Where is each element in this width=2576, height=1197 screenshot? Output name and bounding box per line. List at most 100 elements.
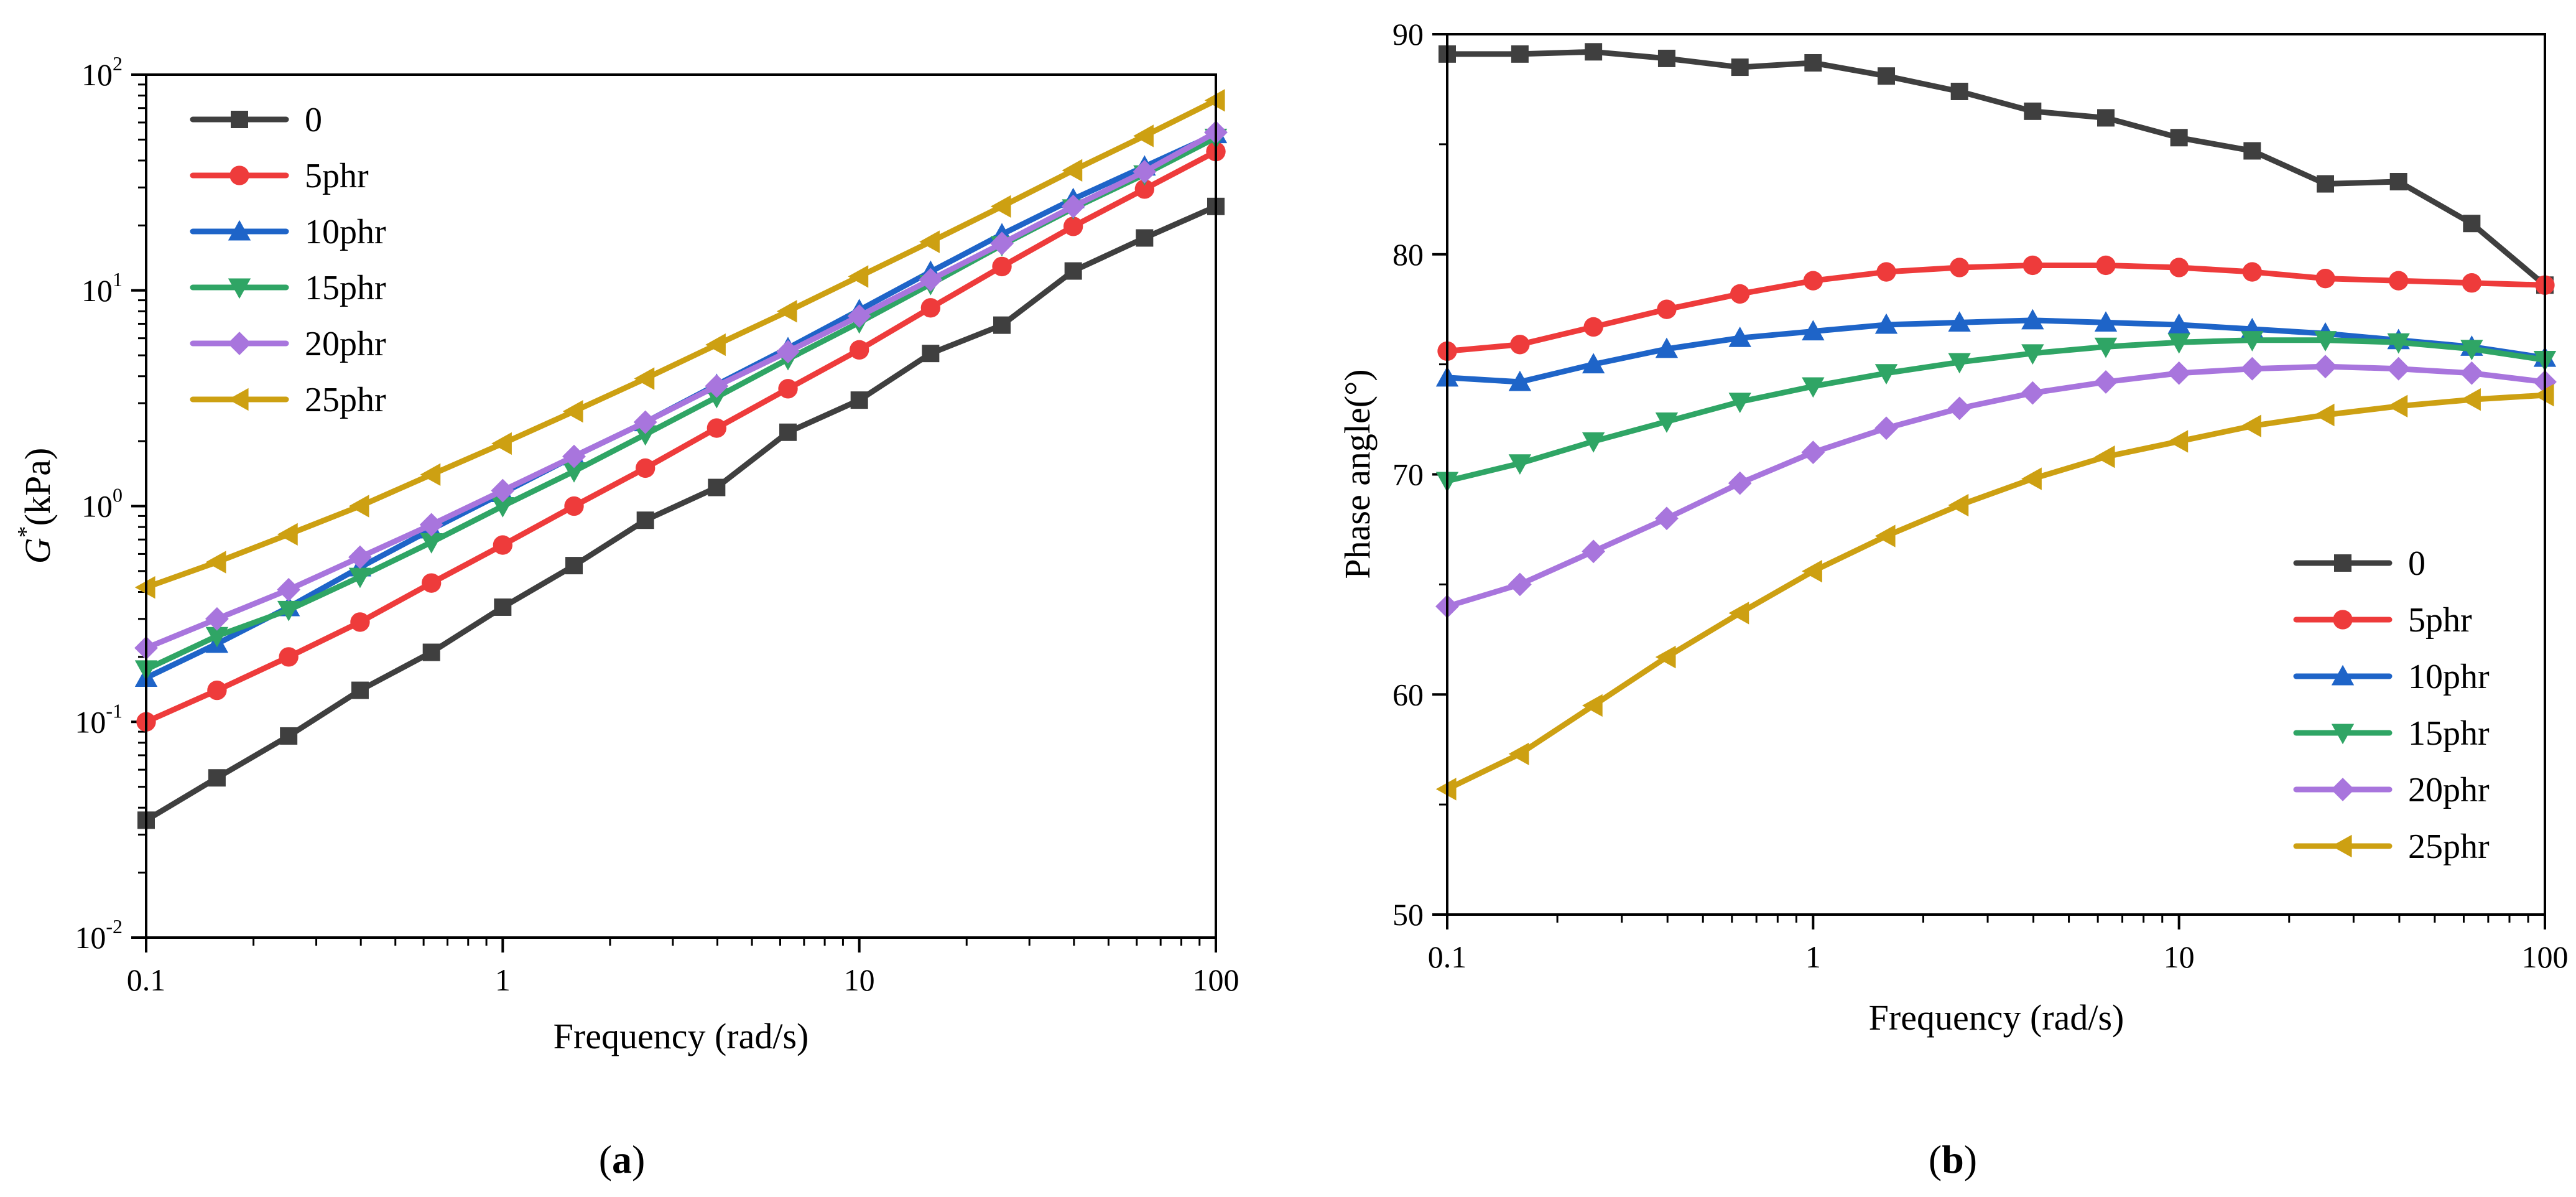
panel-b-legend-item-15phr: 15phr [2293, 714, 2490, 753]
panel-a-series-5phr-point [493, 535, 513, 555]
panel-a-series-15phr-point [705, 388, 728, 409]
panel-b-series-20phr-point [2240, 356, 2264, 381]
panel-a-series-25phr-point [491, 432, 512, 455]
panel-b-series-0-line [1444, 49, 2548, 288]
panel-b-series-5phr-point [1949, 258, 1970, 277]
panel-b-series-15phr-point [1655, 412, 1679, 433]
panel-a-series-5phr-point [350, 612, 370, 632]
panel-a-x-tick-label: 0.1 [127, 962, 166, 997]
panel-b-legend-label-10phr: 10phr [2408, 658, 2490, 696]
panel-a-series-25phr-point [205, 551, 226, 574]
panel-a-series-5phr [136, 141, 1226, 732]
panel-b-series-5phr-point [1803, 271, 1823, 291]
panel-b-series-0-point [2463, 215, 2481, 233]
panel-a-series-0-point [422, 643, 440, 661]
panel-b-series-25phr-point [1655, 645, 1676, 669]
panel-b-series-20phr-point [1728, 471, 1752, 495]
panel-a-series-5phr-point [207, 680, 227, 701]
panel-a-legend: 0 5phr 10phr 15phr 20phr 25phr [190, 101, 386, 419]
panel-b-series-0-point [2243, 142, 2261, 160]
panel-a-series-25phr-point [1133, 124, 1154, 147]
panel-b-series-25phr-point [2094, 445, 2115, 468]
panel-b-series-10phr-point [1802, 320, 1825, 341]
panel-b-series-20phr-point [2167, 361, 2191, 385]
panel-b-series-15phr-point [2094, 337, 2118, 358]
panel-b-series-15phr-point [2021, 344, 2044, 365]
panel-b-y-tick-label: 60 [1392, 677, 1424, 712]
panel-a-series-15phr-point [205, 626, 229, 648]
panel-a-legend-marker-20phr [228, 332, 251, 355]
panel-b-x-tick-label: 0.1 [1428, 939, 1467, 974]
panel-b-series-15phr-point [1582, 432, 1605, 453]
panel-b-series-15phr-point [2167, 333, 2190, 354]
panel-a-series-0-point [351, 681, 369, 699]
panel-a-series-20phr-point [919, 268, 943, 292]
panel-b-series-5phr-point [2462, 273, 2482, 293]
panel-a-series-0-point [922, 345, 940, 363]
panel-b-series-5phr-point [1510, 335, 1530, 355]
panel-b-series-0-point [1731, 58, 1749, 77]
panel-b-legend: 0 5phr 10phr 15phr 20phr 25phr [2293, 544, 2490, 866]
panel-b-series-0-point [1657, 49, 1675, 67]
panel-b-series-20phr-point [2314, 355, 2337, 379]
panel-b-series-10phr-line [1444, 317, 2548, 385]
chart-panel-a: 0.1 1 10 100 10-2 10-1 100 101 102 Frequency (ra… [13, 52, 1239, 1181]
panel-a-series-25phr-line [143, 97, 1219, 590]
panel-a-series-0-point [494, 598, 512, 616]
panel-a-series-0-point [565, 557, 583, 575]
panel-a-series-5phr-point [1134, 179, 1155, 199]
panel-b-series-20phr-point [2460, 361, 2484, 385]
panel-a-series-5phr-point [992, 256, 1012, 277]
panel-a-series-20phr-point [1133, 160, 1157, 184]
panel-a-series-25phr-point [562, 399, 583, 423]
panel-b-series-25phr-point [1874, 524, 1896, 547]
panel-b-series-0-point [2024, 102, 2042, 120]
panel-a-series-5phr-point [707, 418, 727, 438]
panel-a-y-tick-label: 10-2 [75, 915, 123, 955]
panel-b-series-10phr-point [1948, 311, 1971, 332]
panel-a-series-20phr-point [277, 577, 301, 602]
panel-b-series-5phr-point [1876, 262, 1896, 282]
panel-a-series-0-point [1064, 262, 1082, 280]
panel-b-series [1435, 43, 2557, 801]
panel-a-y-tick-label: 100 [81, 484, 123, 524]
panel-b-y-tick-label: 50 [1392, 897, 1424, 932]
panel-b-series-15phr-point [2460, 340, 2483, 361]
panel-b-series-25phr-line [1444, 392, 2548, 792]
panel-b-series-0-point [2317, 175, 2335, 193]
panel-a-series-25phr-point [420, 463, 441, 487]
panel-b-legend-label-5phr: 5phr [2408, 601, 2472, 640]
panel-b-series-0-point [2097, 109, 2115, 127]
panel-b-legend-marker-20phr [2331, 778, 2355, 801]
panel-b-series-25phr-point [2460, 388, 2481, 411]
panel-b-series-25phr-point [1508, 742, 1529, 765]
panel-a-series-5phr-point [635, 458, 656, 478]
panel-a-legend-item-0: 0 [190, 101, 322, 139]
panel-b-x-tick-label: 1 [1805, 939, 1821, 974]
panel-b-legend-marker-0 [2334, 554, 2351, 572]
panel-a-series-25phr-point [1062, 159, 1083, 182]
panel-a-legend-marker-10phr [228, 220, 251, 241]
panel-b-series-5phr-line [1444, 262, 2548, 354]
panel-b-legend-label-25phr: 25phr [2408, 827, 2490, 866]
panel-b-x-tick-label: 10 [2164, 939, 2195, 974]
panel-b-series-15phr-line [1444, 337, 2548, 484]
panel-b-series-15phr-point [2241, 331, 2264, 352]
panel-a-legend-marker-0 [231, 111, 248, 128]
panel-b-series-20phr-point [2094, 370, 2118, 394]
panel-a-series-0-line [143, 203, 1219, 823]
panel-b-legend-label-20phr: 20phr [2408, 771, 2490, 809]
panel-a-series-15phr-point [491, 496, 514, 518]
panel-b-series-5phr-point [2388, 271, 2409, 291]
panel-a-y-tick-label: 102 [81, 52, 123, 92]
panel-a-y-axis-title: G*(kPa) [13, 448, 58, 564]
panel-a-series-0-point [208, 769, 226, 787]
panel-a-plot-frame [145, 73, 1217, 939]
panel-a-series-5phr-point [778, 379, 798, 399]
panel-b-series-10phr-point [1728, 326, 1751, 347]
panel-b-series-20phr-point [1947, 396, 1971, 421]
panel-b-series-5phr-point [2096, 255, 2116, 276]
panel-b-legend-label-0: 0 [2408, 544, 2425, 583]
